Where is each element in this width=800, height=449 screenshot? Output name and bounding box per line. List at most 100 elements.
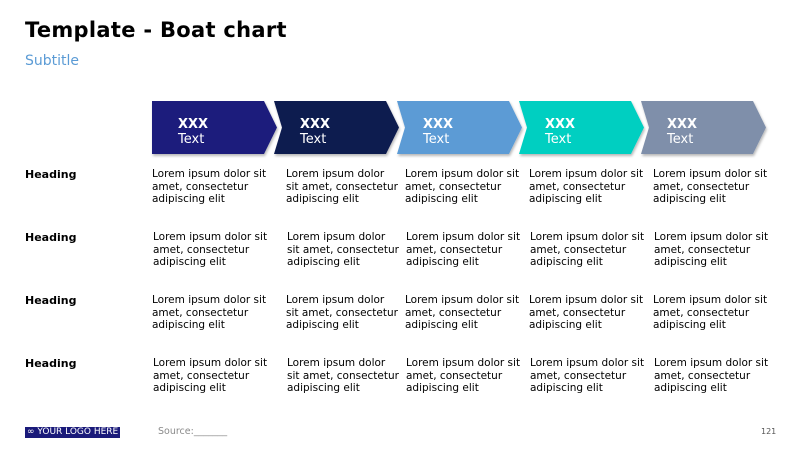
chevron-text: Text [423,132,450,147]
cell-line: Lorem ipsum dolor [287,357,386,369]
cell-line: amet, consectetur [530,369,627,382]
table-cell: Lorem ipsum dolor sit amet, consectetur ad… [406,231,526,269]
table-cell: Lorem ipsum dolor sit amet, consectetur ad… [654,231,774,269]
table-cell: Lorem ipsum dolor sit amet, consectetur ad… [153,357,273,395]
cell-line: sit amet, consectetur [286,306,398,319]
slide-title: Template - Boat chart [25,18,287,42]
cell-line: amet, consectetur [152,180,249,193]
cell-line: Lorem ipsum dolor sit [152,168,267,180]
cell-line: sit amet, consectetur [287,243,399,256]
chevron-text: Text [545,132,572,147]
cell-line: Lorem ipsum dolor sit [530,231,645,243]
table-cell: Lorem ipsum dolor sit amet, consectetur ad… [287,357,407,395]
cell-line: amet, consectetur [654,369,751,382]
chevron-5 [641,101,766,154]
table-cell: Lorem ipsum dolor sit amet, consectetur ad… [653,294,773,332]
cell-line: Lorem ipsum dolor sit [530,357,645,369]
cell-line: Lorem ipsum dolor sit [653,168,768,180]
cell-line: adipiscing elit [530,256,603,268]
cell-line: adipiscing elit [654,382,727,394]
cell-line: amet, consectetur [405,306,502,319]
row-heading: Heading [25,357,77,370]
cell-line: adipiscing elit [152,319,225,331]
row-heading: Heading [25,294,77,307]
chevron-label-3: XXX Text [423,117,453,147]
cell-line: adipiscing elit [405,193,478,205]
table-cell: Lorem ipsum dolor sit amet, consectetur ad… [530,231,650,269]
table-cell: Lorem ipsum dolor sit amet, consectetur ad… [286,168,406,206]
cell-line: amet, consectetur [406,369,503,382]
cell-line: adipiscing elit [529,319,602,331]
table-cell: Lorem ipsum dolor sit amet, consectetur ad… [529,294,649,332]
cell-line: adipiscing elit [405,319,478,331]
chevron-3 [397,101,522,154]
source-note: Source:_______ [158,426,228,437]
chevron-label-2: XXX Text [300,117,330,147]
cell-line: Lorem ipsum dolor sit [152,294,267,306]
cell-line: Lorem ipsum dolor sit [529,294,644,306]
cell-line: sit amet, consectetur [286,180,398,193]
cell-line: Lorem ipsum dolor [287,231,386,243]
table-cell: Lorem ipsum dolor sit amet, consectetur ad… [152,294,272,332]
page-number: 121 [761,427,777,436]
chevron-heading: XXX [545,117,576,132]
cell-line: Lorem ipsum dolor sit [405,294,520,306]
table-cell: Lorem ipsum dolor sit amet, consectetur ad… [653,168,773,206]
cell-line: Lorem ipsum dolor sit [653,294,768,306]
cell-line: Lorem ipsum dolor sit [406,357,521,369]
cell-line: amet, consectetur [405,180,502,193]
slide-subtitle: Subtitle [25,53,80,69]
table-cell: Lorem ipsum dolor sit amet, consectetur ad… [153,231,273,269]
cell-line: amet, consectetur [653,306,750,319]
cell-line: amet, consectetur [153,369,250,382]
chevron-heading: XXX [178,117,209,132]
cell-line: amet, consectetur [654,243,751,256]
cell-line: Lorem ipsum dolor sit [153,357,268,369]
chevron-1 [152,101,277,154]
chevron-label-4: XXX Text [545,117,575,147]
chevron-heading: XXX [667,117,698,132]
cell-line: adipiscing elit [153,256,226,268]
row-heading: Heading [25,231,77,244]
table-cell: Lorem ipsum dolor sit amet, consectetur ad… [287,231,407,269]
chevron-heading: XXX [300,117,331,132]
cell-line: adipiscing elit [287,382,360,394]
table-cell: Lorem ipsum dolor sit amet, consectetur ad… [530,357,650,395]
cell-line: adipiscing elit [653,193,726,205]
cell-line: amet, consectetur [530,243,627,256]
table-cell: Lorem ipsum dolor sit amet, consectetur ad… [406,357,526,395]
cell-line: adipiscing elit [153,382,226,394]
cell-line: amet, consectetur [529,306,626,319]
cell-line: Lorem ipsum dolor sit [406,231,521,243]
chevron-text: Text [667,132,694,147]
chevron-label-1: XXX Text [178,117,208,147]
table-cell: Lorem ipsum dolor sit amet, consectetur ad… [152,168,272,206]
cell-line: Lorem ipsum dolor sit [153,231,268,243]
cell-line: adipiscing elit [286,193,359,205]
cell-line: amet, consectetur [152,306,249,319]
table-cell: Lorem ipsum dolor sit amet, consectetur ad… [654,357,774,395]
chevron-label-5: XXX Text [667,117,697,147]
chevron-4 [519,101,644,154]
cell-line: adipiscing elit [287,256,360,268]
table-cell: Lorem ipsum dolor sit amet, consectetur ad… [529,168,649,206]
cell-line: Lorem ipsum dolor sit [654,231,769,243]
table-cell: Lorem ipsum dolor sit amet, consectetur ad… [286,294,406,332]
company-logo: ∞ YOUR LOGO HERE [25,427,120,438]
cell-line: sit amet, consectetur [287,369,399,382]
cell-line: adipiscing elit [406,256,479,268]
cell-line: Lorem ipsum dolor [286,294,385,306]
cell-line: adipiscing elit [653,319,726,331]
cell-line: adipiscing elit [406,382,479,394]
chevron-heading: XXX [423,117,454,132]
cell-line: adipiscing elit [286,319,359,331]
table-cell: Lorem ipsum dolor sit amet, consectetur ad… [405,168,525,206]
table-cell: Lorem ipsum dolor sit amet, consectetur ad… [405,294,525,332]
chevron-text: Text [178,132,205,147]
cell-line: adipiscing elit [654,256,727,268]
cell-line: amet, consectetur [529,180,626,193]
row-heading: Heading [25,168,77,181]
cell-line: Lorem ipsum dolor sit [405,168,520,180]
cell-line: Lorem ipsum dolor sit [529,168,644,180]
cell-line: adipiscing elit [152,193,225,205]
